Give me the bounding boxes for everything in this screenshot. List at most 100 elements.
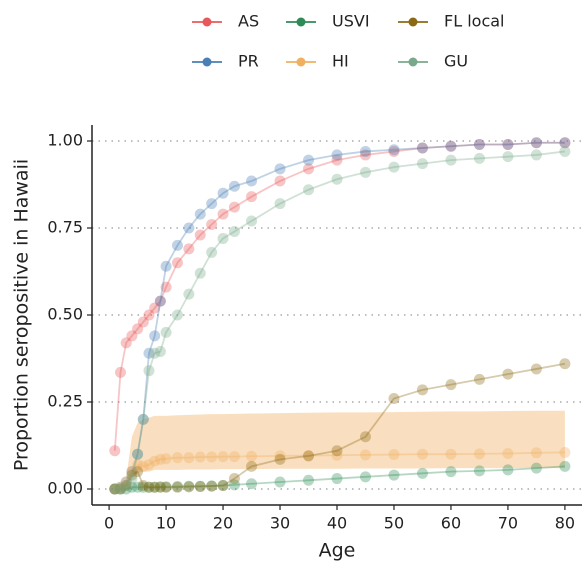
data-point — [126, 473, 138, 485]
data-point — [183, 222, 195, 234]
confidence-band — [114, 410, 565, 489]
data-point — [114, 483, 126, 495]
data-point — [416, 142, 428, 154]
data-point — [143, 459, 155, 471]
data-point — [183, 288, 195, 300]
data-point — [160, 453, 172, 465]
data-point — [416, 158, 428, 170]
x-tick-label: 10 — [156, 514, 176, 533]
data-point — [246, 450, 258, 462]
data-point — [143, 481, 155, 493]
data-point — [359, 149, 371, 161]
legend-item: PR — [192, 52, 259, 71]
data-point — [137, 413, 149, 425]
data-point — [359, 449, 371, 461]
data-point — [228, 479, 240, 491]
data-point — [217, 451, 229, 463]
x-tick-label: 50 — [384, 514, 404, 533]
data-point — [120, 483, 132, 495]
data-point — [171, 309, 183, 321]
data-point — [149, 330, 161, 342]
data-point — [154, 295, 166, 307]
legend-item: AS — [192, 12, 259, 31]
data-point — [228, 201, 240, 213]
data-point — [126, 466, 138, 478]
data-point — [559, 358, 571, 370]
data-point — [132, 448, 144, 460]
data-point — [473, 138, 485, 150]
data-point — [109, 483, 121, 495]
data-point — [126, 469, 138, 481]
data-point — [143, 347, 155, 359]
data-point — [331, 149, 343, 161]
data-point — [171, 257, 183, 269]
data-point — [530, 462, 542, 474]
data-point — [114, 366, 126, 378]
data-point — [126, 481, 138, 493]
data-point — [194, 451, 206, 463]
data-point — [473, 373, 485, 385]
x-tick-label: 60 — [441, 514, 461, 533]
data-point — [114, 483, 126, 495]
data-point — [303, 163, 315, 175]
x-tick-label: 70 — [498, 514, 518, 533]
data-point — [246, 460, 258, 472]
data-point — [154, 481, 166, 493]
data-point — [126, 330, 138, 342]
data-point — [228, 473, 240, 485]
data-point — [143, 481, 155, 493]
data-point — [137, 316, 149, 328]
data-point — [416, 384, 428, 396]
legend-marker — [408, 57, 418, 67]
x-tick-label: 80 — [555, 514, 575, 533]
data-point — [109, 445, 121, 457]
data-point — [559, 460, 571, 472]
data-point — [331, 173, 343, 185]
data-point — [206, 219, 218, 231]
data-point — [160, 481, 172, 493]
data-point — [171, 239, 183, 251]
data-point — [445, 154, 457, 166]
data-point — [388, 161, 400, 173]
data-point — [359, 166, 371, 178]
data-point — [228, 225, 240, 237]
data-point — [171, 481, 183, 493]
data-point — [183, 243, 195, 255]
y-tick-label: 0.75 — [47, 218, 83, 237]
data-point — [114, 481, 126, 493]
series-line — [114, 451, 565, 490]
x-tick-label: 40 — [327, 514, 347, 533]
x-tick-label: 20 — [213, 514, 233, 533]
y-axis-label: Proportion seropositive in Hawaii — [11, 159, 33, 471]
data-point — [559, 137, 571, 149]
data-point — [154, 453, 166, 465]
data-point — [388, 145, 400, 157]
data-point — [183, 452, 195, 464]
data-point — [206, 451, 218, 463]
data-point — [274, 453, 286, 465]
data-point — [445, 140, 457, 152]
data-point — [126, 466, 138, 478]
data-point — [137, 481, 149, 493]
data-point — [473, 152, 485, 164]
data-point — [445, 466, 457, 478]
data-point — [502, 447, 514, 459]
data-point — [388, 144, 400, 156]
data-point — [246, 191, 258, 203]
data-point — [416, 448, 428, 460]
data-point — [473, 448, 485, 460]
legend-marker — [296, 17, 306, 27]
data-point — [132, 323, 144, 335]
data-point — [559, 446, 571, 458]
data-point — [274, 198, 286, 210]
data-point — [559, 145, 571, 157]
legend-marker — [202, 57, 212, 67]
data-point — [502, 368, 514, 380]
data-point — [274, 476, 286, 488]
series-line — [114, 141, 565, 490]
data-point — [132, 481, 144, 493]
data-point — [154, 295, 166, 307]
data-point — [530, 363, 542, 375]
data-point — [120, 476, 132, 488]
data-point — [160, 481, 172, 493]
